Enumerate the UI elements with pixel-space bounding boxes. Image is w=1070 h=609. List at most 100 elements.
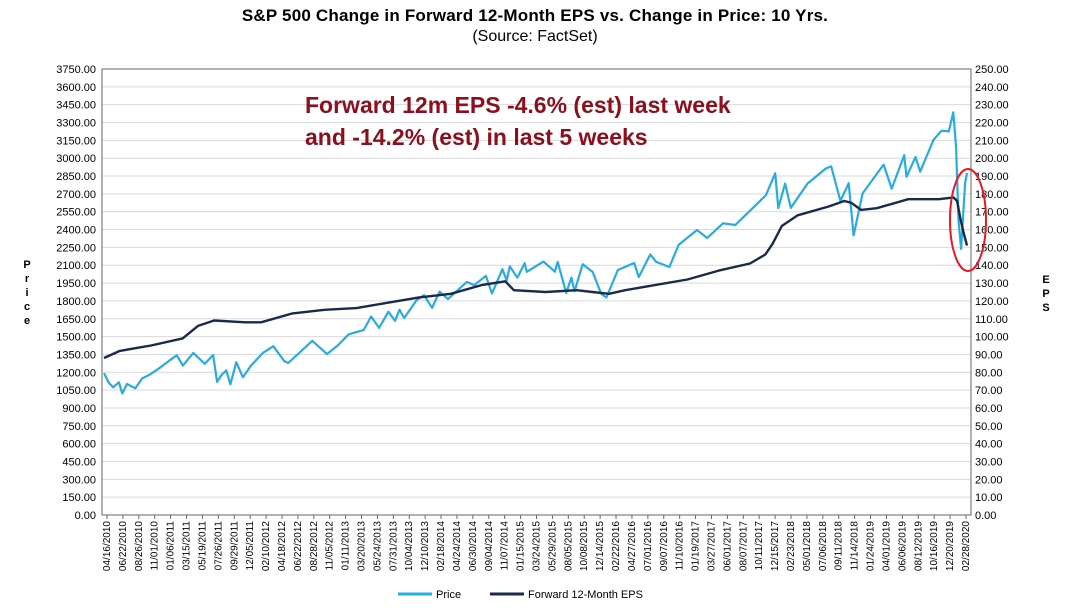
y-tick-label-right: 0.00 [975, 510, 996, 522]
annotation-line-1: Forward 12m EPS -4.6% (est) last week [305, 92, 731, 118]
x-tick-label: 05/24/2013 [372, 521, 383, 571]
x-tick-label: 01/15/2015 [516, 521, 527, 571]
y-tick-label-right: 230.00 [975, 100, 1009, 112]
y-tick-label-left: 600.00 [62, 439, 96, 451]
x-tick-label: 03/27/2017 [706, 521, 717, 571]
y-tick-label-left: 3300.00 [56, 118, 96, 130]
y-tick-label-right: 210.00 [975, 135, 1009, 147]
x-tick-label: 02/10/2012 [261, 521, 272, 571]
x-tick-label: 01/06/2011 [166, 521, 177, 571]
y-tick-label-left: 1950.00 [56, 278, 96, 290]
x-tick-label: 04/24/2014 [452, 521, 463, 571]
x-tick-label: 04/27/2016 [627, 521, 638, 571]
y-tick-label-left: 750.00 [62, 421, 96, 433]
y-tick-label-right: 190.00 [975, 171, 1009, 183]
x-tick-label: 10/11/2017 [754, 521, 765, 571]
chart-subtitle: (Source: FactSet) [472, 28, 598, 45]
x-tick-label: 11/10/2016 [675, 521, 686, 571]
y-tick-label-left: 2850.00 [56, 171, 96, 183]
y-tick-label-left: 3750.00 [56, 64, 96, 76]
y-tick-label-left: 1650.00 [56, 314, 96, 326]
x-tick-label: 09/04/2014 [484, 521, 495, 571]
x-tick-label: 08/26/2010 [134, 521, 145, 571]
annotation-line-2: and -14.2% (est) in last 5 weeks [305, 124, 648, 150]
series-line-price [103, 111, 969, 395]
x-tick-label: 11/14/2018 [850, 521, 861, 571]
y-axis-label-letter-price: P [23, 259, 30, 271]
y-tick-label-left: 3450.00 [56, 100, 96, 112]
y-tick-label-right: 240.00 [975, 82, 1009, 94]
y-tick-label-right: 50.00 [975, 421, 1003, 433]
y-tick-label-left: 3000.00 [56, 153, 96, 165]
y-tick-label-right: 250.00 [975, 64, 1009, 76]
y-tick-label-left: 2700.00 [56, 189, 96, 201]
x-tick-label: 07/26/2011 [213, 521, 224, 571]
x-tick-label: 11/07/2014 [500, 521, 511, 571]
x-tick-label: 11/05/2012 [325, 521, 336, 571]
x-tick-label: 12/05/2011 [245, 521, 256, 571]
y-axis-label-price: Price [23, 259, 30, 327]
y-tick-label-left: 900.00 [62, 403, 96, 415]
x-tick-label: 07/06/2018 [818, 521, 829, 571]
x-tick-label: 05/29/2015 [547, 521, 558, 571]
y-tick-label-right: 120.00 [975, 296, 1009, 308]
y-axis-label-letter-price: c [24, 301, 30, 313]
x-tick-label: 03/20/2013 [357, 521, 368, 571]
y-tick-label-right: 140.00 [975, 260, 1009, 272]
y-tick-label-left: 1500.00 [56, 332, 96, 344]
x-tick-label: 06/22/2010 [118, 521, 129, 571]
x-tick-label: 12/14/2015 [595, 521, 606, 571]
y-tick-label-right: 30.00 [975, 456, 1003, 468]
y-tick-label-right: 150.00 [975, 242, 1009, 254]
x-tick-label: 06/22/2012 [293, 521, 304, 571]
y-tick-label-left: 450.00 [62, 456, 96, 468]
y-tick-label-left: 2250.00 [56, 242, 96, 254]
x-tick-label: 02/22/2016 [611, 521, 622, 571]
series-layer [103, 111, 969, 395]
y-tick-label-right: 200.00 [975, 153, 1009, 165]
y-tick-label-right: 180.00 [975, 189, 1009, 201]
y-tick-label-right: 160.00 [975, 225, 1009, 237]
y-axis-label-letter-price: r [25, 273, 30, 285]
y-axis-label-letter-eps: E [1042, 274, 1049, 286]
x-tick-label: 07/31/2013 [388, 521, 399, 571]
y-axis-label-letter-price: i [25, 287, 28, 299]
x-tick-label: 09/07/2016 [659, 521, 670, 571]
y-axis-right-ticks: 0.00 10.00 20.00 30.00 40.00 50.00 60.00 70.00 8… [975, 64, 1009, 522]
x-tick-label: 12/10/2013 [420, 521, 431, 571]
x-tick-label: 02/23/2018 [786, 521, 797, 571]
x-tick-label: 06/01/2017 [722, 521, 733, 571]
x-tick-label: 04/18/2012 [277, 521, 288, 571]
x-tick-label: 04/16/2010 [102, 521, 113, 571]
x-tick-label: 10/04/2013 [404, 521, 415, 571]
y-tick-label-left: 2100.00 [56, 260, 96, 272]
y-tick-label-left: 2550.00 [56, 207, 96, 219]
y-tick-label-left: 300.00 [62, 474, 96, 486]
y-tick-label-right: 40.00 [975, 439, 1003, 451]
x-tick-label: 09/29/2011 [229, 521, 240, 571]
x-tick-label: 10/08/2015 [579, 521, 590, 571]
x-tick-label: 08/12/2019 [913, 521, 924, 571]
x-tick-label: 06/30/2014 [468, 521, 479, 571]
x-tick-label: 02/18/2014 [436, 521, 447, 571]
y-tick-label-left: 2400.00 [56, 225, 96, 237]
y-tick-label-left: 1800.00 [56, 296, 96, 308]
x-tick-label: 08/07/2017 [738, 521, 749, 571]
x-tick-label: 03/24/2015 [532, 521, 543, 571]
y-axis-label-letter-eps: S [1042, 302, 1049, 314]
legend: Price Forward 12-Month EPS [398, 589, 643, 601]
legend-label: Forward 12-Month EPS [528, 589, 643, 601]
highlight-ellipse [949, 168, 987, 272]
x-axis-ticks: 04/16/2010 06/22/2010 08/26/2010 11/01/2010… [102, 515, 972, 571]
x-tick-label: 11/01/2010 [150, 521, 161, 571]
x-tick-label: 05/19/2011 [197, 521, 208, 571]
y-tick-label-right: 90.00 [975, 349, 1003, 361]
y-tick-label-right: 80.00 [975, 367, 1003, 379]
x-tick-label: 02/28/2020 [961, 521, 972, 571]
y-tick-label-left: 150.00 [62, 492, 96, 504]
y-tick-label-left: 1350.00 [56, 349, 96, 361]
series-line-forward-eps [103, 196, 969, 360]
y-axis-label-letter-price: e [24, 315, 30, 327]
y-tick-label-right: 20.00 [975, 474, 1003, 486]
x-tick-label: 01/11/2013 [341, 521, 352, 571]
